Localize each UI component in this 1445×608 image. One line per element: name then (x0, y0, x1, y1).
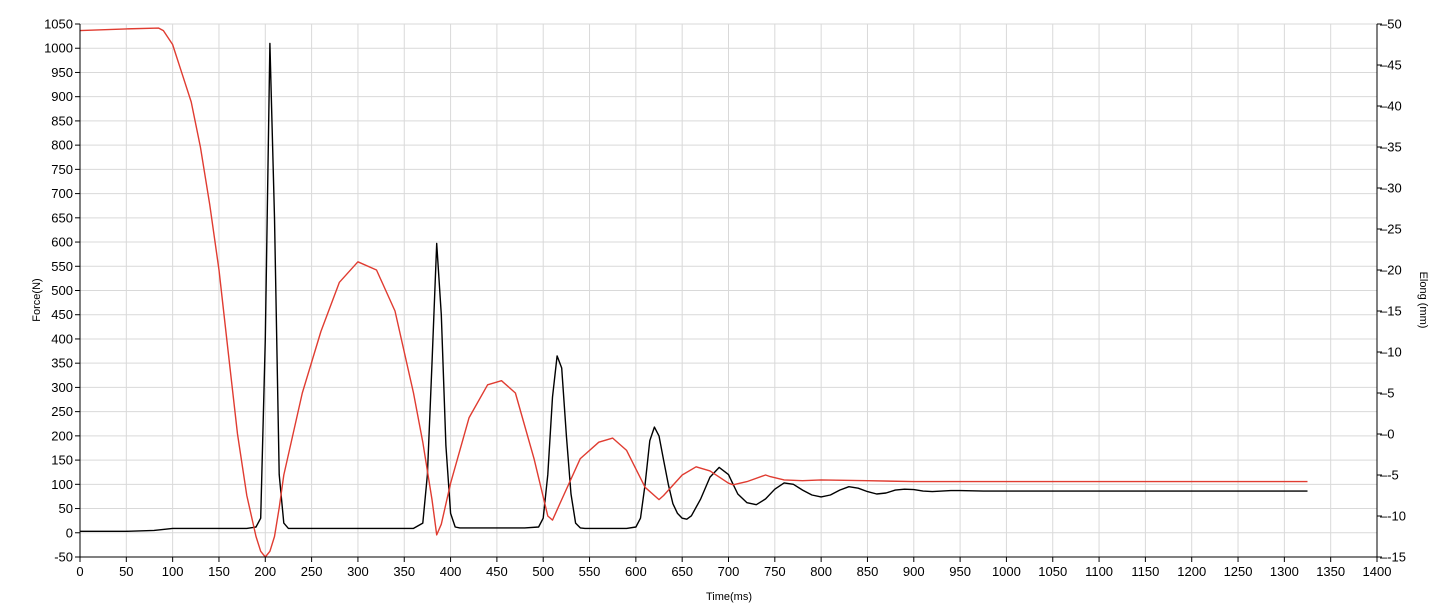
ticks: 0 50 100 150 200 250 300 350 400 450 500 550 600 650 7… (44, 17, 1406, 580)
series-line-right (79, 27, 1308, 558)
x-tick-label: 300 (347, 564, 369, 579)
y-tick-label-right: –-15 (1380, 550, 1406, 565)
y-tick-label-right: –40 (1380, 99, 1402, 114)
x-tick-label: 50 (119, 564, 133, 579)
x-tick-label: 1350 (1316, 564, 1345, 579)
x-tick-label: 350 (393, 564, 415, 579)
x-tick-label: 1150 (1131, 564, 1159, 579)
y-tick-label-left: 800 (51, 138, 73, 153)
y-tick-label-left: 300 (51, 380, 73, 395)
y-tick-label-left: 850 (51, 113, 73, 128)
y-tick-label-left: 350 (51, 356, 73, 371)
x-tick-label: 0 (76, 564, 83, 579)
y-tick-label-right: –-5 (1380, 468, 1399, 483)
y-tick-label-left: 200 (51, 428, 73, 443)
x-tick-label: 1050 (1038, 564, 1067, 579)
x-tick-label: 1300 (1270, 564, 1299, 579)
y-axis-title-left: Force(N) (31, 278, 43, 321)
y-tick-label-left: 650 (51, 210, 73, 225)
y-tick-label-left: 1000 (44, 41, 73, 56)
y-tick-label-left: 100 (51, 477, 73, 492)
x-axis-title: Time(ms) (706, 591, 752, 603)
y-tick-label-left: 600 (51, 235, 73, 250)
y-tick-label-left: 50 (59, 501, 73, 516)
series-line-left (80, 42, 1308, 532)
y-tick-label-left: 700 (51, 186, 73, 201)
x-tick-label: 800 (810, 564, 832, 579)
y-tick-label-right: –50 (1380, 17, 1402, 32)
x-tick-label: 650 (671, 564, 693, 579)
x-tick-label: 1400 (1363, 564, 1392, 579)
y-tick-label-left: 150 (51, 453, 73, 468)
y-tick-label-right: –35 (1380, 140, 1402, 155)
y-tick-label-right: –20 (1380, 263, 1402, 278)
x-tick-label: 1200 (1177, 564, 1206, 579)
y-tick-label-right: –30 (1380, 181, 1402, 196)
x-tick-label: 100 (162, 564, 184, 579)
y-tick-label-left: 250 (51, 404, 73, 419)
y-tick-label-right: –10 (1380, 345, 1402, 360)
x-tick-label: 600 (625, 564, 647, 579)
y-tick-label-left: 400 (51, 331, 73, 346)
y-tick-label-left: 950 (51, 65, 73, 80)
y-tick-label-right: –0 (1380, 427, 1394, 442)
y-tick-label-right: –25 (1380, 222, 1402, 237)
x-tick-label: 550 (579, 564, 601, 579)
x-tick-label: 1000 (992, 564, 1021, 579)
y-tick-label-right: –45 (1380, 58, 1402, 73)
x-tick-label: 250 (301, 564, 323, 579)
y-tick-label-right: –5 (1380, 386, 1394, 401)
x-tick-label: 900 (903, 564, 925, 579)
y-axis-title-right: Elong (mm) (1417, 272, 1429, 329)
x-tick-label: 1100 (1085, 564, 1113, 579)
grid (79, 23, 1378, 558)
series-layer (79, 27, 1308, 558)
y-tick-label-left: 0 (66, 525, 73, 540)
x-tick-label: 450 (486, 564, 508, 579)
y-tick-label-left: 900 (51, 89, 73, 104)
x-tick-label: 500 (532, 564, 554, 579)
y-tick-label-right: –-10 (1380, 509, 1406, 524)
x-tick-label: 200 (254, 564, 276, 579)
y-tick-label-left: 1050 (44, 17, 73, 32)
x-tick-label: 1250 (1224, 564, 1253, 579)
y-tick-label-right: –15 (1380, 304, 1402, 319)
y-tick-label-left: 750 (51, 162, 73, 177)
y-tick-label-left: 550 (51, 259, 73, 274)
y-tick-label-left: 500 (51, 283, 73, 298)
x-tick-label: 400 (440, 564, 462, 579)
y-tick-label-left: 450 (51, 307, 73, 322)
y-tick-label-left: -50 (54, 550, 73, 565)
x-tick-label: 750 (764, 564, 786, 579)
x-tick-label: 700 (718, 564, 740, 579)
x-tick-label: 150 (208, 564, 230, 579)
x-tick-label: 850 (857, 564, 879, 579)
x-tick-label: 950 (949, 564, 971, 579)
